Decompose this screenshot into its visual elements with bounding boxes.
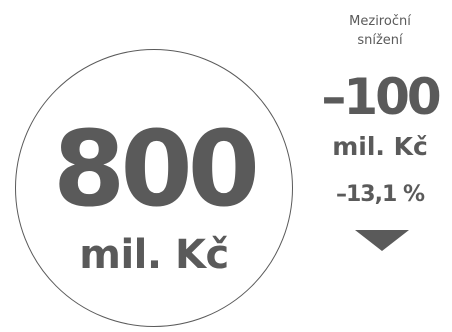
change-label-line-1: Meziroční: [349, 14, 411, 29]
change-percent: –13,1 %: [336, 182, 425, 207]
change-label: Meziroční snížení: [310, 12, 450, 50]
main-unit: mil. Kč: [79, 232, 229, 278]
change-value: –100: [321, 68, 441, 126]
main-value: 800: [52, 108, 260, 230]
change-unit: mil. Kč: [332, 132, 428, 161]
value-circle: [15, 49, 293, 327]
triangle-down-icon: [355, 230, 409, 251]
change-label-line-2: snížení: [357, 33, 403, 48]
